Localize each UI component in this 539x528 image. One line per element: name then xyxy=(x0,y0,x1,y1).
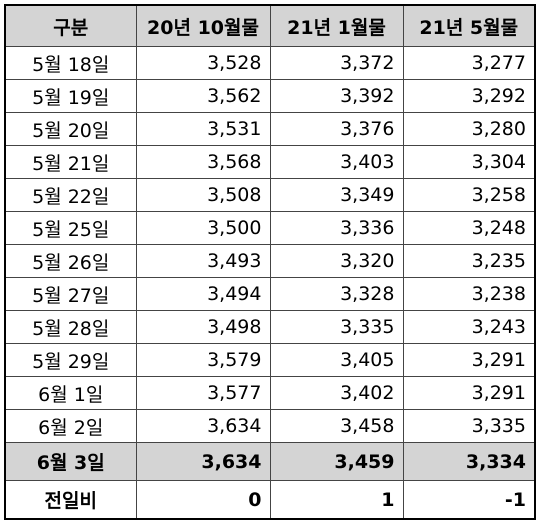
price-cell: 0 xyxy=(135,480,271,520)
table-row: 5월 26일 3,493 3,320 3,235 xyxy=(4,244,536,278)
table-row: 6월 3일 3,634 3,459 3,334 xyxy=(4,442,536,481)
price-cell: 3,562 xyxy=(135,79,271,113)
price-cell: 3,376 xyxy=(269,112,404,146)
price-cell: 3,402 xyxy=(269,376,404,410)
price-cell: 3,349 xyxy=(269,178,404,212)
price-cell: 3,508 xyxy=(135,178,271,212)
row-label: 5월 26일 xyxy=(4,244,137,278)
header-cell: 20년 10월물 xyxy=(135,4,271,47)
price-cell: 3,577 xyxy=(135,376,271,410)
price-cell: 3,280 xyxy=(402,112,536,146)
row-label: 전일비 xyxy=(4,480,137,520)
row-label: 6월 1일 xyxy=(4,376,137,410)
table-row: 5월 28일 3,498 3,335 3,243 xyxy=(4,310,536,344)
price-cell: 3,634 xyxy=(135,409,271,443)
row-label: 5월 27일 xyxy=(4,277,137,311)
price-cell: 3,498 xyxy=(135,310,271,344)
table-row: 5월 21일 3,568 3,403 3,304 xyxy=(4,145,536,179)
table-row: 5월 18일 3,528 3,372 3,277 xyxy=(4,46,536,80)
price-cell: 3,392 xyxy=(269,79,404,113)
price-cell: 3,531 xyxy=(135,112,271,146)
row-label: 5월 25일 xyxy=(4,211,137,245)
price-cell: 3,335 xyxy=(269,310,404,344)
table-row: 5월 20일 3,531 3,376 3,280 xyxy=(4,112,536,146)
price-cell: 3,334 xyxy=(402,442,536,481)
price-cell: 3,493 xyxy=(135,244,271,278)
table-body: 5월 18일 3,528 3,372 3,277 5월 19일 3,562 3,392 3,2… xyxy=(4,46,536,520)
price-cell: 3,500 xyxy=(135,211,271,245)
table-row: 6월 1일 3,577 3,402 3,291 xyxy=(4,376,536,410)
row-label: 5월 28일 xyxy=(4,310,137,344)
price-cell: 3,528 xyxy=(135,46,271,80)
price-cell: 3,291 xyxy=(402,343,536,377)
row-label: 5월 20일 xyxy=(4,112,137,146)
header-cell: 21년 1월물 xyxy=(269,4,404,47)
price-cell: 3,568 xyxy=(135,145,271,179)
price-cell: 1 xyxy=(269,480,404,520)
table-row: 전일비 0 1 -1 xyxy=(4,480,536,520)
header-cell: 21년 5월물 xyxy=(402,4,536,47)
price-cell: 3,277 xyxy=(402,46,536,80)
price-cell: 3,291 xyxy=(402,376,536,410)
row-label: 6월 2일 xyxy=(4,409,137,443)
row-label: 5월 22일 xyxy=(4,178,137,212)
price-cell: 3,403 xyxy=(269,145,404,179)
row-label: 6월 3일 xyxy=(4,442,137,481)
price-cell: 3,494 xyxy=(135,277,271,311)
price-cell: 3,320 xyxy=(269,244,404,278)
price-cell: 3,335 xyxy=(402,409,536,443)
price-cell: 3,634 xyxy=(135,442,271,481)
price-cell: 3,248 xyxy=(402,211,536,245)
table-row: 5월 27일 3,494 3,328 3,238 xyxy=(4,277,536,311)
price-cell: 3,238 xyxy=(402,277,536,311)
table-row: 5월 29일 3,579 3,405 3,291 xyxy=(4,343,536,377)
table-row: 5월 19일 3,562 3,392 3,292 xyxy=(4,79,536,113)
price-cell: 3,372 xyxy=(269,46,404,80)
price-cell: 3,405 xyxy=(269,343,404,377)
price-cell: 3,258 xyxy=(402,178,536,212)
row-label: 5월 29일 xyxy=(4,343,137,377)
price-cell: 3,336 xyxy=(269,211,404,245)
price-cell: 3,459 xyxy=(269,442,404,481)
row-label: 5월 19일 xyxy=(4,79,137,113)
price-cell: 3,328 xyxy=(269,277,404,311)
price-cell: -1 xyxy=(402,480,536,520)
row-label: 5월 18일 xyxy=(4,46,137,80)
row-label: 5월 21일 xyxy=(4,145,137,179)
price-cell: 3,579 xyxy=(135,343,271,377)
price-cell: 3,243 xyxy=(402,310,536,344)
table-row: 5월 25일 3,500 3,336 3,248 xyxy=(4,211,536,245)
price-cell: 3,304 xyxy=(402,145,536,179)
price-cell: 3,292 xyxy=(402,79,536,113)
header-row: 구분 20년 10월물 21년 1월물 21년 5월물 xyxy=(4,4,536,47)
table-row: 5월 22일 3,508 3,349 3,258 xyxy=(4,178,536,212)
price-cell: 3,235 xyxy=(402,244,536,278)
price-cell: 3,458 xyxy=(269,409,404,443)
price-table: 구분 20년 10월물 21년 1월물 21년 5월물 5월 18일 3,528 3,37… xyxy=(4,4,536,520)
header-cell: 구분 xyxy=(4,4,137,47)
table-row: 6월 2일 3,634 3,458 3,335 xyxy=(4,409,536,443)
